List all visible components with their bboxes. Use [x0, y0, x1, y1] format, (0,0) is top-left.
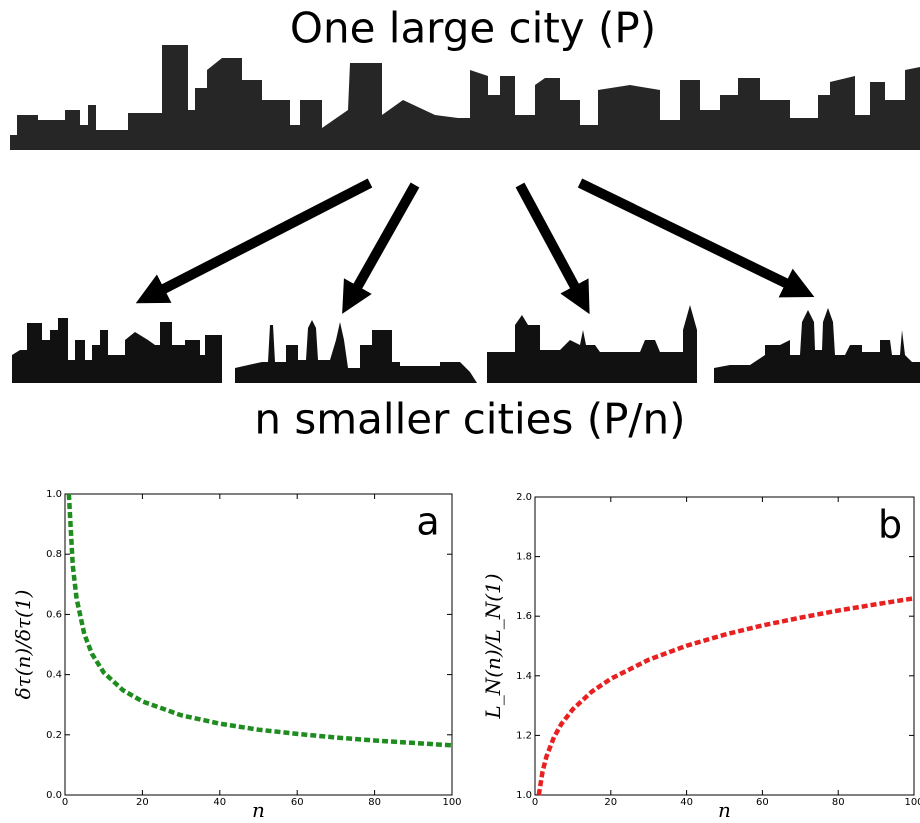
x-tick-label: 80 [832, 797, 845, 808]
x-tick-label: 0 [62, 797, 68, 808]
y-tick-label: 1.8 [516, 552, 532, 563]
y-tick-label: 1.4 [516, 671, 532, 682]
x-tick-label: 20 [604, 797, 617, 808]
x-tick-label: 60 [291, 797, 304, 808]
y-tick-label: 1.0 [46, 489, 62, 500]
y-tick-label: 0.4 [46, 670, 62, 681]
x-tick-label: 80 [368, 797, 381, 808]
x-tick-label: 100 [904, 797, 920, 808]
panel-letter: a [416, 500, 439, 544]
y-tick-label: 0.2 [46, 730, 62, 741]
arrows [150, 183, 800, 300]
y-tick-label: 1.2 [516, 730, 532, 741]
y-axis-label: L_N(n)/L_N(1) [481, 573, 505, 719]
x-tick-label: 40 [213, 797, 226, 808]
small-skylines [12, 305, 920, 383]
x-tick-label: 40 [680, 797, 693, 808]
x-tick-label: 20 [136, 797, 149, 808]
x-axis-label: n [718, 798, 731, 822]
x-tick-label: 60 [756, 797, 769, 808]
x-tick-label: 100 [442, 797, 461, 808]
x-tick-label: 0 [532, 797, 538, 808]
bottom-label: n smaller cities (P/n) [254, 395, 685, 444]
y-tick-label: 0.8 [46, 549, 62, 560]
y-tick-label: 2.0 [516, 492, 532, 503]
y-tick-label: 1.0 [516, 790, 532, 801]
figure: One large city (P) n smaller cities (P/n… [0, 0, 920, 823]
y-tick-label: 0.0 [46, 790, 62, 801]
x-axis-label: n [252, 798, 265, 822]
y-tick-label: 0.6 [46, 609, 62, 620]
y-tick-label: 1.6 [516, 611, 532, 622]
y-axis-label: δτ(n)/δτ(1) [11, 590, 35, 700]
panel-letter: b [878, 503, 902, 547]
top-label: One large city (P) [290, 4, 656, 53]
plot-frame [535, 497, 914, 795]
plot-frame [65, 494, 452, 795]
large-skyline [10, 45, 920, 150]
